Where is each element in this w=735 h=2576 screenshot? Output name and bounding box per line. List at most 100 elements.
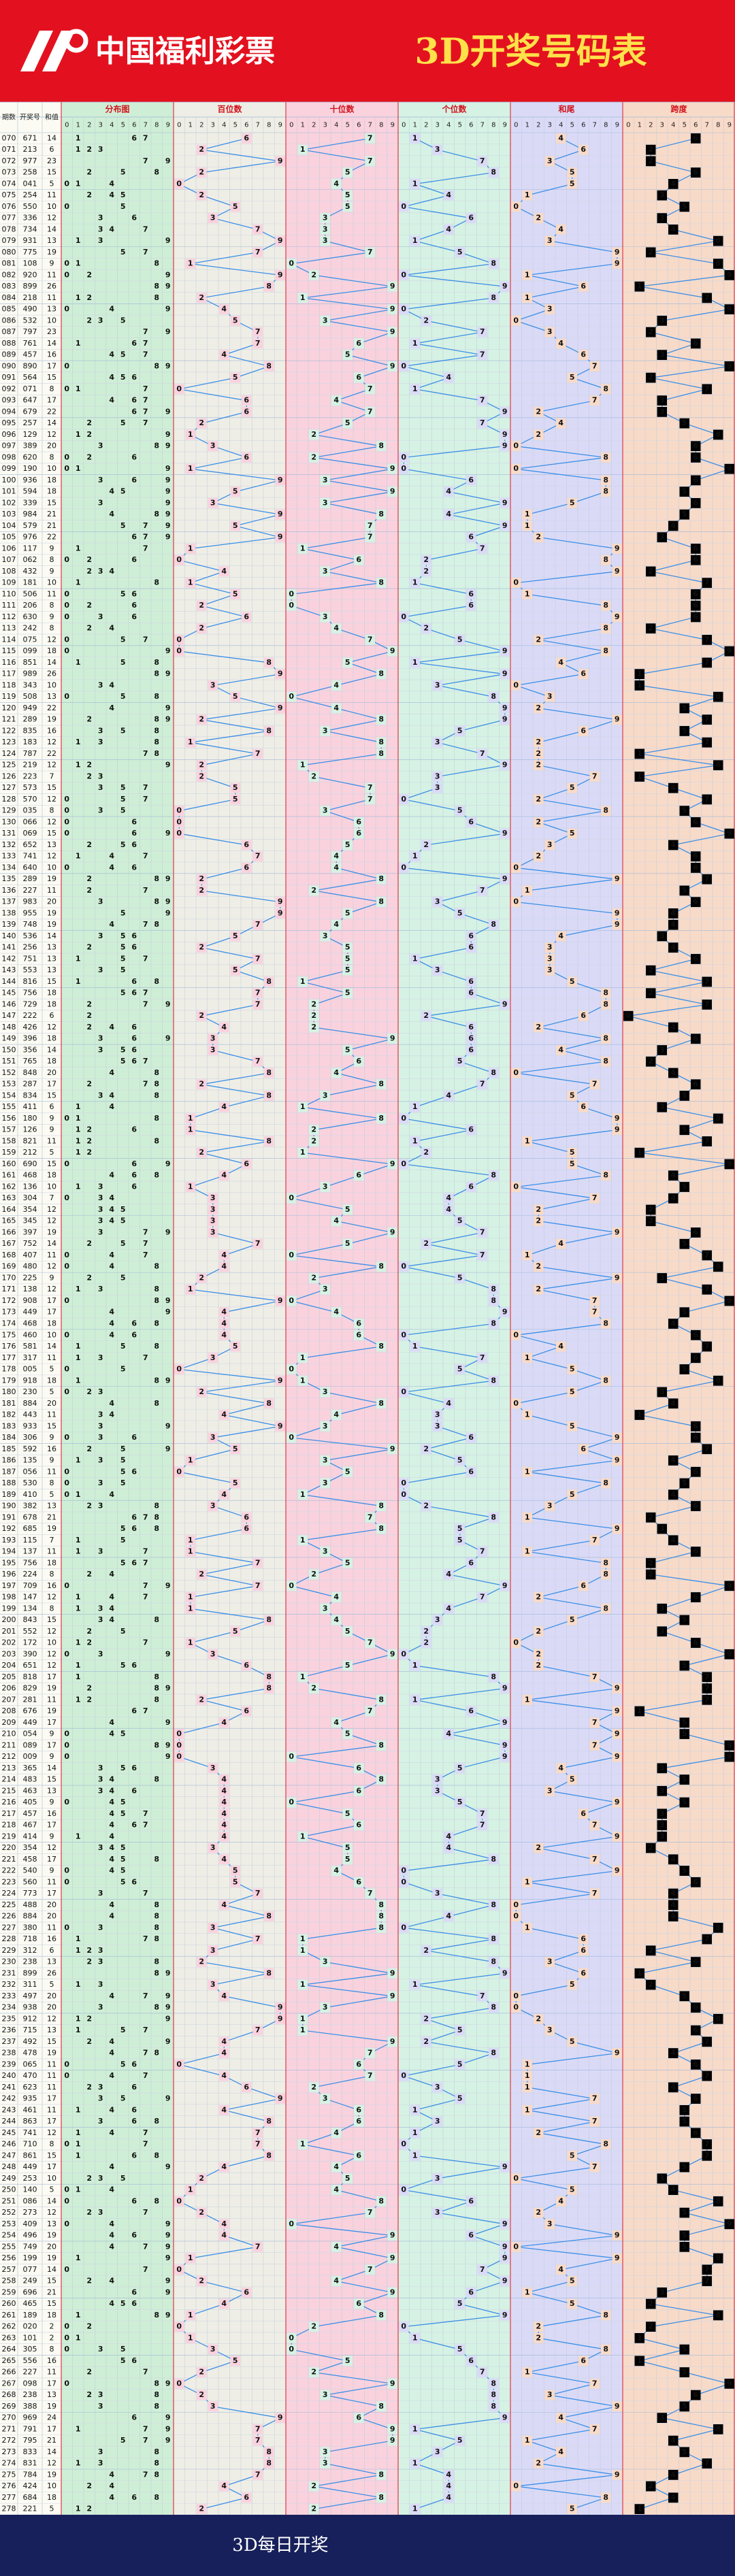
digit-cell: [208, 1763, 218, 1774]
distribution-digit: 4: [109, 2242, 114, 2251]
digit-cell: [387, 2230, 397, 2241]
distribution-digit: 3: [98, 1456, 103, 1465]
draw-number: 787: [23, 749, 37, 758]
digit-cell: [365, 247, 375, 258]
digit-cell: [185, 2253, 195, 2264]
trend-digit: 2: [536, 635, 541, 644]
trend-digit: 8: [491, 2379, 496, 2388]
digit-cell: [287, 1193, 297, 1204]
distribution-digit: 9: [165, 761, 171, 770]
distribution-digit: 2: [86, 1684, 92, 1693]
digit-header: 0: [65, 122, 69, 129]
distribution-digit: 0: [64, 1330, 69, 1339]
trend-digit: 6: [693, 339, 698, 348]
trend-digit: 9: [615, 1752, 620, 1761]
digit-cell: [230, 486, 240, 497]
draw-number: 065: [23, 2060, 37, 2068]
distribution-digit: 9: [165, 476, 171, 484]
trend-digit: 7: [255, 2140, 261, 2149]
trend-digit: 7: [255, 1057, 261, 1066]
distribution-digit: 5: [120, 191, 126, 199]
trend-digit: 2: [311, 1684, 316, 1693]
distribution-digit: 3: [98, 1387, 103, 1396]
trend-digit: 8: [378, 1912, 384, 1921]
draw-number: 483: [23, 1775, 37, 1784]
trend-digit: 2: [311, 1023, 316, 1031]
draw-number: 227: [23, 2368, 37, 2377]
digit-cell: [287, 1295, 297, 1306]
digit-cell: [376, 2469, 387, 2480]
distribution-digit: 8: [154, 293, 159, 302]
trend-digit: 1: [525, 1410, 530, 1419]
distribution-digit: 9: [165, 704, 171, 712]
trend-digit: 6: [468, 1034, 474, 1043]
draw-number: 222: [23, 1011, 37, 1020]
issue: 263: [2, 2333, 16, 2342]
digit-cell: [197, 760, 207, 771]
trend-digit: 9: [727, 2219, 732, 2228]
sum: 11: [47, 1877, 56, 1886]
distribution-digit: 4: [109, 1068, 114, 1077]
distribution-digit: 7: [143, 852, 148, 861]
trend-digit: 4: [333, 2128, 339, 2137]
distribution-digit: 3: [98, 1205, 103, 1214]
digit-cell: [287, 1432, 297, 1443]
draw-number: 397: [23, 1227, 37, 1236]
digit-cell: [320, 1478, 330, 1489]
sum: 18: [47, 1558, 56, 1567]
distribution-digit: 6: [131, 2117, 137, 2126]
trend-digit: 9: [278, 897, 283, 906]
distribution-digit: 4: [109, 1262, 114, 1271]
digit-cell: [252, 1888, 263, 1899]
digit-cell: [185, 737, 195, 748]
distribution-digit: 5: [120, 840, 126, 849]
issue: 082: [2, 270, 16, 279]
trend-digit: 4: [670, 920, 676, 929]
distribution-digit: 0: [64, 2071, 69, 2080]
issue: 241: [2, 2083, 16, 2092]
trend-digit: 4: [221, 1832, 227, 1840]
digit-cell: [354, 1820, 364, 1830]
trend-digit: 7: [704, 2265, 710, 2274]
distribution-digit: 0: [64, 829, 69, 838]
trend-digit: 2: [536, 2208, 541, 2217]
trend-digit: 7: [368, 783, 373, 792]
trend-digit: 1: [525, 1251, 530, 1259]
sum: 9: [50, 1832, 54, 1840]
trend-digit: 5: [233, 2356, 238, 2365]
sum: 11: [47, 1547, 56, 1556]
issue: 163: [2, 1193, 16, 1202]
trend-digit: 3: [210, 1217, 216, 1225]
digit-cell: [252, 919, 263, 930]
trend-digit: 8: [491, 259, 496, 268]
distribution-digit: 8: [154, 2459, 159, 2468]
distribution-digit: 2: [86, 1638, 92, 1647]
trend-digit: 2: [536, 738, 541, 746]
sum: 6: [50, 1011, 54, 1020]
distribution-digit: 8: [154, 1376, 159, 1385]
trend-digit: 3: [323, 1456, 328, 1465]
trend-digit: 4: [446, 487, 451, 496]
trend-digit: 0: [289, 692, 294, 701]
distribution-digit: 1: [76, 977, 81, 986]
sum: 19: [47, 2231, 56, 2240]
distribution-digit: 6: [131, 1764, 137, 1772]
trend-digit: 9: [502, 442, 508, 450]
trend-digit: 7: [255, 248, 261, 257]
trend-digit: 8: [603, 1604, 608, 1613]
sum: 11: [47, 1251, 56, 1259]
trend-digit: 5: [457, 2436, 463, 2445]
distribution-digit: 9: [165, 327, 171, 336]
digit-cell: [365, 133, 375, 144]
draw-number: 564: [23, 373, 37, 382]
trend-digit: 4: [670, 521, 676, 530]
sum: 5: [50, 179, 54, 188]
trend-digit: 7: [368, 635, 373, 644]
digit-cell: [354, 555, 364, 565]
distribution-digit: 5: [120, 965, 126, 974]
trend-digit: 1: [412, 2333, 418, 2342]
distribution-digit: 7: [143, 1000, 148, 1008]
trend-digit: 5: [345, 1855, 350, 1864]
issue: 145: [2, 989, 16, 997]
trend-digit: 9: [727, 1649, 732, 1658]
